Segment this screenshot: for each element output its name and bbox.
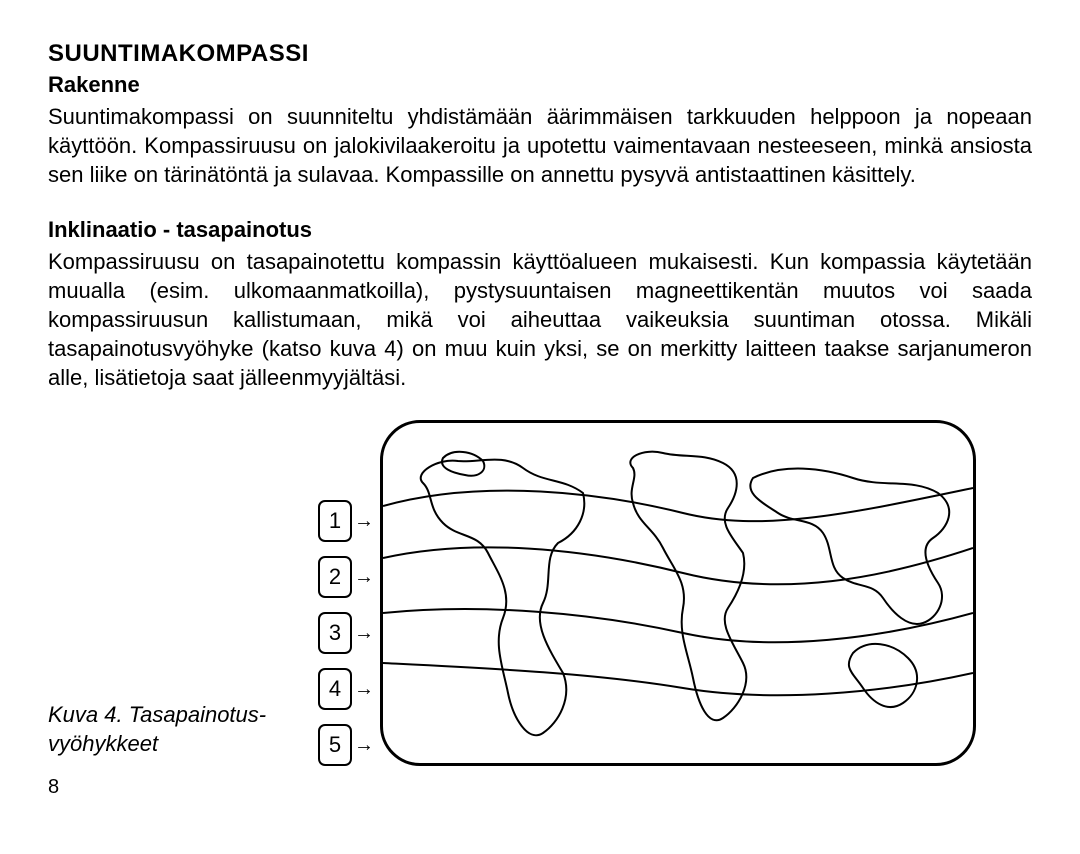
section-body-rakenne: Suuntimakompassi on suunniteltu yhdistäm… — [48, 102, 1032, 189]
zone-label-4: 4 → — [318, 668, 374, 710]
arrow-icon: → — [354, 679, 374, 699]
world-map-svg — [383, 423, 973, 763]
page-number: 8 — [48, 776, 1032, 799]
section-heading-rakenne: Rakenne — [48, 72, 1032, 98]
arrow-icon: → — [354, 735, 374, 755]
arrow-icon: → — [354, 623, 374, 643]
zone-label-5: 5 → — [318, 724, 374, 766]
zone-label-2: 2 → — [318, 556, 374, 598]
figure-4: Kuva 4. Tasapainotus-vyöhykkeet 1 → 2 → … — [48, 420, 1032, 766]
section-heading-inklinaatio: Inklinaatio - tasapainotus — [48, 217, 1032, 243]
arrow-icon: → — [354, 511, 374, 531]
arrow-icon: → — [354, 567, 374, 587]
page-title: SUUNTIMAKOMPASSI — [48, 40, 1032, 68]
zone-label-3: 3 → — [318, 612, 374, 654]
zone-label-1: 1 → — [318, 500, 374, 542]
zone-box-5: 5 — [318, 724, 352, 766]
world-map-frame — [380, 420, 976, 766]
section-body-inklinaatio: Kompassiruusu on tasapainotettu kompassi… — [48, 247, 1032, 392]
zone-box-4: 4 — [318, 668, 352, 710]
zone-box-2: 2 — [318, 556, 352, 598]
zone-box-1: 1 — [318, 500, 352, 542]
zone-box-3: 3 — [318, 612, 352, 654]
zone-label-column: 1 → 2 → 3 → 4 → 5 → — [318, 440, 374, 766]
figure-caption: Kuva 4. Tasapainotus-vyöhykkeet — [48, 701, 308, 766]
